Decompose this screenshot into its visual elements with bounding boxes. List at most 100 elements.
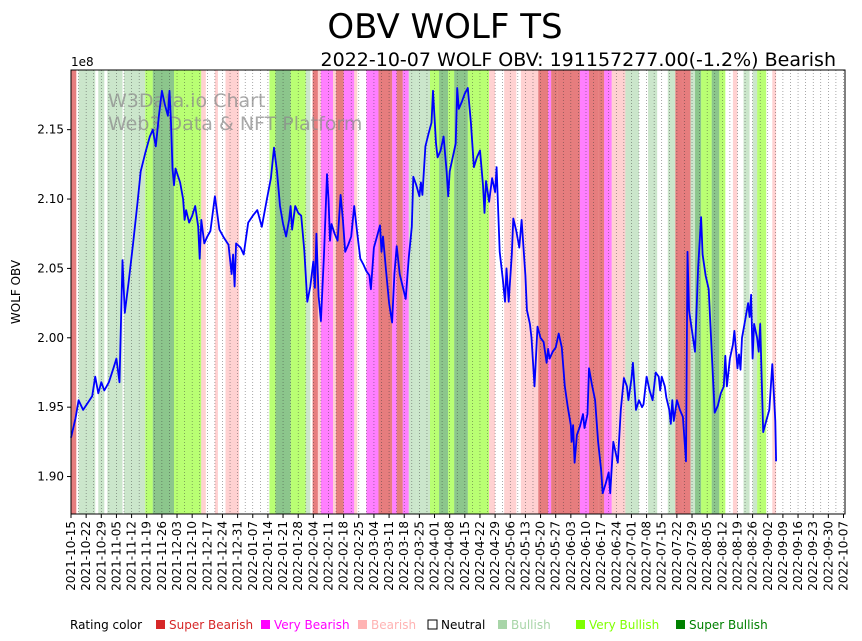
band-bullish xyxy=(78,70,96,514)
x-tick-label: 2022-08-05 xyxy=(700,521,714,591)
band-neutral xyxy=(737,70,743,514)
x-tick-label: 2022-06-17 xyxy=(594,521,608,591)
y-tick-label: 1.95 xyxy=(37,400,64,414)
legend-label-very-bearish: Very Bearish xyxy=(274,618,350,632)
band-neutral xyxy=(725,70,733,514)
band-super-bearish xyxy=(396,70,403,514)
x-tick-label: 2021-12-03 xyxy=(170,521,184,591)
band-neutral xyxy=(310,70,312,514)
x-tick-label: 2021-11-19 xyxy=(140,521,154,591)
band-very-bullish xyxy=(467,70,490,514)
x-tick-label: 2022-10-07 xyxy=(836,521,850,591)
x-tick-label: 2021-11-12 xyxy=(125,521,139,591)
band-bearish xyxy=(532,70,539,514)
legend-swatch-bullish xyxy=(498,620,507,629)
legend-title: Rating color xyxy=(70,618,142,632)
y-tick-label: 2.15 xyxy=(37,123,64,137)
band-super-bearish xyxy=(675,70,683,514)
band-bullish xyxy=(648,70,658,514)
x-tick-label: 2022-02-18 xyxy=(337,521,351,591)
legend-label-super-bearish: Super Bearish xyxy=(169,618,253,632)
x-tick-label: 2022-07-29 xyxy=(685,521,699,591)
band-bullish xyxy=(690,70,696,514)
legend-swatch-super-bearish xyxy=(156,620,165,629)
band-bullish xyxy=(667,70,676,514)
legend-label-bullish: Bullish xyxy=(511,618,551,632)
band-very-bullish xyxy=(757,70,767,514)
watermark-line: Web3 Data & NFT Platform xyxy=(108,113,362,135)
x-tick-label: 2021-11-26 xyxy=(155,521,169,591)
band-bearish xyxy=(214,70,218,514)
band-bearish xyxy=(616,70,626,514)
legend-swatch-very-bullish xyxy=(576,620,585,629)
x-tick-label: 2022-09-30 xyxy=(821,521,835,591)
x-tick-label: 2022-04-29 xyxy=(488,521,502,591)
x-tick-label: 2022-03-04 xyxy=(367,521,381,591)
band-super-bearish xyxy=(336,70,344,514)
x-tick-label: 2022-02-04 xyxy=(306,521,320,591)
x-tick-label: 2022-05-27 xyxy=(549,521,563,591)
legend-swatch-super-bullish xyxy=(676,620,685,629)
band-super-bullish xyxy=(152,70,174,514)
x-tick-label: 2021-10-15 xyxy=(64,521,78,591)
band-bearish xyxy=(732,70,738,514)
x-tick-label: 2021-12-31 xyxy=(231,521,245,591)
x-tick-label: 2021-12-10 xyxy=(185,521,199,591)
band-bearish xyxy=(333,70,337,514)
band-bearish xyxy=(201,70,206,514)
chart-title: OBV WOLF TS xyxy=(327,7,562,47)
x-tick-label: 2022-09-23 xyxy=(806,521,820,591)
x-tick-label: 2022-06-03 xyxy=(564,521,578,591)
band-bearish xyxy=(489,70,496,514)
band-very-bearish xyxy=(579,70,590,514)
band-bullish xyxy=(416,70,430,514)
band-neutral xyxy=(750,70,753,514)
legend-swatch-neutral xyxy=(427,619,438,630)
x-tick-label: 2021-12-17 xyxy=(200,521,214,591)
x-tick-label: 2022-09-16 xyxy=(791,521,805,591)
band-bullish xyxy=(625,70,640,514)
band-bearish xyxy=(772,70,777,514)
x-tick-label: 2022-02-11 xyxy=(321,521,335,591)
x-tick-label: 2022-05-06 xyxy=(503,521,517,591)
x-tick-label: 2022-07-08 xyxy=(640,521,654,591)
x-tick-label: 2022-01-07 xyxy=(246,521,260,591)
band-very-bullish xyxy=(173,70,202,514)
x-tick-label: 2021-11-05 xyxy=(109,521,123,591)
y-tick-label: 2.10 xyxy=(37,192,64,206)
band-neutral xyxy=(76,70,78,514)
x-tick-label: 2022-05-20 xyxy=(534,521,548,591)
band-neutral xyxy=(657,70,668,514)
x-tick-label: 2022-09-02 xyxy=(761,521,775,591)
band-bearish xyxy=(317,70,321,514)
x-tick-label: 2022-04-15 xyxy=(458,521,472,591)
band-super-bullish xyxy=(711,70,720,514)
band-very-bearish xyxy=(366,70,379,514)
band-super-bearish xyxy=(551,70,558,514)
x-tick-label: 2022-08-19 xyxy=(730,521,744,591)
x-tick-label: 2022-07-01 xyxy=(624,521,638,591)
x-tick-label: 2022-01-28 xyxy=(291,521,305,591)
y-tick-label: 2.00 xyxy=(37,331,64,345)
band-very-bullish xyxy=(448,70,455,514)
band-neutral xyxy=(218,70,226,514)
band-very-bullish xyxy=(269,70,276,514)
x-tick-label: 2022-04-22 xyxy=(473,521,487,591)
band-very-bullish xyxy=(145,70,153,514)
x-tick-label: 2021-10-29 xyxy=(94,521,108,591)
band-neutral xyxy=(104,70,107,514)
band-bearish xyxy=(354,70,358,514)
band-neutral xyxy=(95,70,98,514)
band-bullish xyxy=(408,70,417,514)
band-super-bearish xyxy=(378,70,393,514)
y-axis-label: WOLF OBV xyxy=(9,259,23,324)
band-neutral xyxy=(766,70,772,514)
y-multiplier-label: 1e8 xyxy=(71,55,94,69)
chart-subtitle: 2022-10-07 WOLF OBV: 191157277.00(-1.2%)… xyxy=(321,49,836,71)
x-tick-label: 2021-10-22 xyxy=(79,521,93,591)
legend-swatch-very-bearish xyxy=(261,620,270,629)
y-tick-label: 2.05 xyxy=(37,261,64,275)
band-bullish xyxy=(743,70,750,514)
